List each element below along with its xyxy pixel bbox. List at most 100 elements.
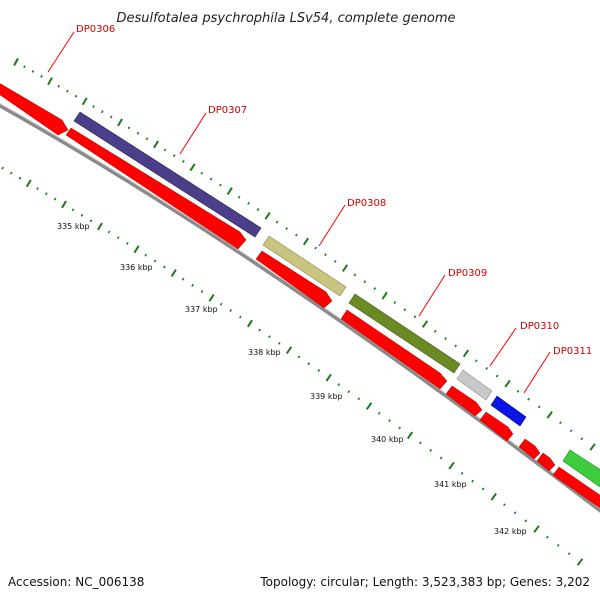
tick-mark — [347, 390, 351, 394]
gene-track — [73, 111, 600, 494]
gene-label-dp0309[interactable]: DP0309 — [448, 268, 487, 279]
tick-mark — [226, 187, 233, 196]
tick-mark — [504, 379, 511, 388]
tick-mark — [219, 183, 222, 187]
tick-mark — [460, 471, 464, 475]
tick-mark — [324, 253, 327, 257]
tick-mark — [314, 246, 318, 250]
tick-mark — [71, 208, 75, 212]
tick-mark — [25, 179, 32, 188]
tick-mark — [471, 479, 474, 483]
tick-label: 335 kbp — [57, 222, 90, 231]
tick-mark — [462, 349, 470, 358]
tick-mark — [45, 192, 48, 196]
gene-feature-dp0311[interactable] — [490, 395, 527, 427]
tick-mark — [81, 97, 88, 106]
tick-mark — [481, 487, 485, 491]
tick-mark — [377, 411, 381, 415]
tick-mark — [145, 137, 149, 141]
gene-label-dp0308[interactable]: DP0308 — [347, 198, 386, 209]
cds-arrow — [518, 438, 541, 460]
tick-mark — [516, 389, 520, 393]
tick-mark — [580, 437, 584, 441]
gene-feature-dp0307[interactable] — [73, 111, 262, 238]
tick-mark — [569, 429, 573, 433]
tick-mark — [31, 70, 35, 73]
cds-track — [0, 83, 600, 509]
tick-mark — [285, 227, 289, 231]
backbone-highlight — [0, 103, 600, 509]
gene-feature-dp0310[interactable] — [456, 369, 493, 401]
tick-label: 336 kbp — [120, 263, 153, 272]
gene-label-dp0306[interactable]: DP0306 — [76, 24, 115, 35]
tick-mark — [170, 269, 177, 278]
tick-mark — [373, 287, 377, 291]
tick-mark — [1, 166, 4, 170]
cds-arrow — [65, 127, 247, 250]
tick-mark — [317, 369, 321, 373]
callout-line — [318, 204, 346, 247]
tick-mark — [421, 320, 429, 328]
gene-label-dp0311[interactable]: DP0311 — [553, 346, 592, 357]
tick-mark — [116, 236, 120, 240]
tick-mark — [495, 374, 499, 378]
gene-label-dp0307[interactable]: DP0307 — [208, 105, 247, 116]
tick-mark — [546, 411, 553, 419]
tick-mark — [527, 397, 530, 401]
tick-mark — [307, 362, 311, 366]
tick-mark — [153, 140, 159, 149]
gene-feature-dp0309[interactable] — [348, 293, 461, 374]
tick-mark — [363, 280, 367, 284]
tick-mark — [297, 355, 301, 359]
tick-label: 339 kbp — [310, 392, 343, 401]
map-title: Desulfotalea psychrophila LSv54, complet… — [116, 11, 455, 26]
tick-mark — [576, 558, 584, 566]
tick-mark — [365, 402, 373, 410]
tick-mark — [66, 89, 69, 93]
tick-mark — [18, 176, 22, 180]
tick-mark — [393, 301, 397, 305]
tick-mark — [325, 373, 332, 382]
tick-mark — [295, 233, 298, 237]
tick-mark — [101, 110, 104, 114]
tick-mark — [13, 58, 19, 66]
tick-mark — [239, 315, 242, 319]
tick-mark — [229, 309, 233, 313]
tick-mark — [433, 329, 437, 333]
gene-label-dp0310[interactable]: DP0310 — [520, 321, 559, 332]
tick-mark — [10, 171, 13, 175]
tick-mark — [136, 131, 140, 135]
tick-mark — [545, 535, 549, 539]
tick-mark — [403, 308, 407, 312]
tick-mark — [275, 220, 279, 224]
tick-mark — [237, 195, 241, 199]
accession-text: Accession: NC_006138 — [8, 575, 144, 589]
tick-mark — [589, 443, 596, 451]
tick-mark — [337, 383, 341, 387]
callout-line — [489, 327, 517, 367]
tick-mark — [219, 302, 223, 306]
tick-mark — [277, 341, 281, 345]
gene-feature-next[interactable] — [562, 449, 600, 494]
tick-mark — [388, 419, 391, 423]
tick-mark — [53, 197, 57, 201]
tick-mark — [247, 201, 250, 205]
outer-tick-row — [13, 58, 596, 451]
tick-mark — [485, 366, 489, 370]
tick-mark — [353, 273, 357, 277]
tick-mark — [537, 405, 541, 409]
scale-labels: 335 kbp 336 kbp 337 kbp 338 kbp 339 kbp … — [57, 222, 527, 536]
tick-mark — [144, 253, 148, 257]
genome-summary-text: Topology: circular; Length: 3,523,383 bp… — [259, 575, 590, 589]
cds-arrow — [536, 452, 556, 472]
tick-mark — [533, 525, 540, 533]
tick-label: 341 kbp — [434, 480, 467, 489]
tick-mark — [23, 65, 26, 69]
tick-mark — [61, 200, 67, 209]
cds-arrow — [340, 309, 448, 390]
tick-mark — [153, 259, 157, 263]
cds-arrow — [552, 466, 600, 509]
tick-mark — [97, 222, 103, 231]
gene-feature-dp0308[interactable] — [262, 235, 347, 297]
